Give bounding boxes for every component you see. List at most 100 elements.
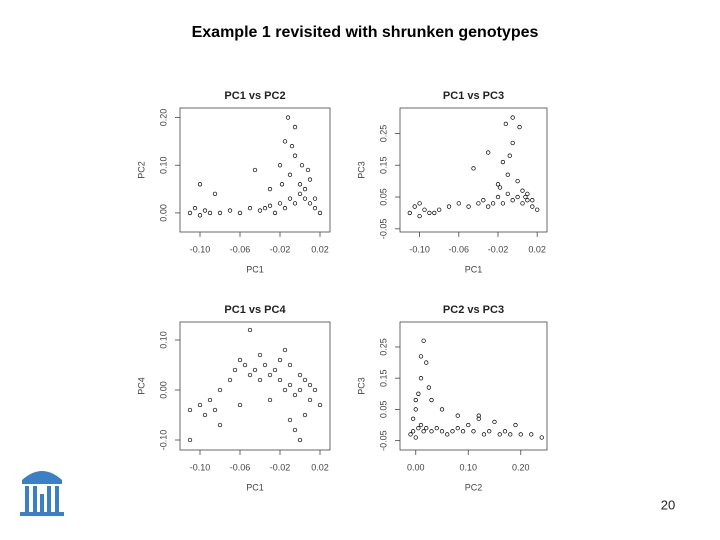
point [262,362,268,368]
point [297,191,303,196]
point [486,204,491,209]
point [432,210,437,216]
point [417,213,422,219]
point [523,194,528,200]
point [410,429,416,434]
point [407,210,412,216]
point [487,429,492,434]
point [455,413,460,418]
point [237,210,243,216]
y-tick-label: 0.25 [378,338,388,356]
x-tick-label: -0.06 [449,244,470,254]
point [418,376,424,381]
point [539,435,544,440]
point [416,425,421,431]
point [282,206,288,211]
point [252,167,258,173]
y-tick-label: 0.10 [158,331,168,349]
plot-frame [179,321,331,451]
point [418,354,424,359]
plot-title: PC1 vs PC2 [224,90,285,102]
point [257,377,263,383]
point [287,362,293,368]
plot-title: PC1 vs PC4 [224,304,286,316]
point [424,425,429,431]
point [262,206,268,211]
point [212,407,218,413]
plot-frame [399,321,548,451]
point [429,429,434,434]
y-tick-label: -0.05 [378,430,388,451]
point [520,201,525,206]
point [317,402,323,408]
point [439,429,445,434]
point [202,412,208,418]
point [307,397,313,403]
point [408,432,413,437]
point [429,397,434,403]
point [417,201,422,206]
point [307,177,313,182]
x-tick-label: 0.20 [512,462,530,472]
point [476,416,481,421]
y-tick-label: 0.05 [378,188,388,206]
y-axis-label: PC3 [356,377,366,395]
plot-frame [179,107,331,233]
y-tick-label: 0.20 [158,109,168,127]
point [237,402,243,408]
y-tick-label: 0.00 [158,204,168,222]
point [505,191,510,196]
point [312,196,318,201]
x-tick-label: -0.02 [270,244,291,254]
point [317,210,323,216]
point [212,191,218,196]
point [197,213,203,218]
x-tick-label: -0.06 [230,462,251,472]
point [297,182,303,187]
x-axis-label: PC1 [246,482,264,492]
point [481,432,487,437]
y-axis-label: PC3 [356,161,366,179]
point [217,387,223,393]
point [312,206,318,211]
point [292,153,298,158]
point [197,182,203,187]
point [272,367,278,373]
point [312,387,318,393]
point [287,382,293,388]
point [466,422,471,428]
point [530,204,535,209]
point [289,144,295,149]
point [272,210,278,216]
point [456,201,461,206]
point [426,385,432,390]
point [187,210,193,216]
point [503,121,508,127]
point [307,382,313,388]
point [232,367,238,373]
x-axis-label: PC2 [465,482,483,492]
point [497,432,502,437]
point [292,392,298,398]
point [217,422,223,428]
x-tick-label: -0.06 [230,244,251,254]
point [277,201,283,206]
y-tick-label: 0.15 [378,369,388,387]
point [410,416,416,421]
point [518,432,523,437]
point [207,397,213,403]
point [422,207,427,212]
point [187,437,193,443]
point [510,198,515,203]
point [510,115,515,120]
point [424,360,429,365]
point [252,367,258,373]
point [525,198,530,203]
point [247,372,253,378]
point [413,397,418,403]
point [476,413,481,418]
point [297,387,303,393]
point [217,210,223,216]
y-tick-label: 0.10 [158,156,168,174]
